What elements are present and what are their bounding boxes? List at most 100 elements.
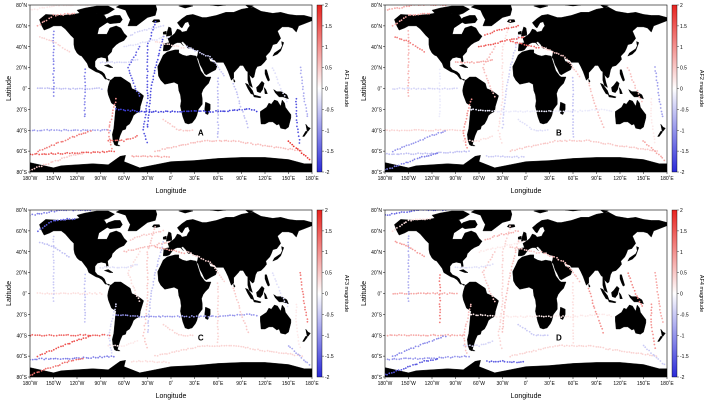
sample-point	[641, 305, 644, 307]
sample-point	[486, 77, 488, 80]
sample-point	[74, 334, 77, 337]
sample-point	[148, 110, 151, 113]
sample-point	[386, 152, 388, 155]
sample-point	[438, 277, 441, 279]
sample-point	[146, 245, 149, 248]
sample-point	[483, 63, 485, 66]
sample-point	[584, 315, 587, 318]
sample-point	[588, 84, 591, 87]
sample-point	[476, 61, 478, 64]
sample-point	[484, 60, 487, 63]
sample-point	[505, 27, 508, 29]
sample-point	[537, 46, 540, 49]
sample-point	[233, 85, 236, 88]
sample-point	[99, 129, 102, 132]
sample-point	[153, 72, 156, 74]
sample-point	[44, 352, 46, 355]
sample-point	[463, 126, 466, 128]
sample-point	[456, 87, 458, 90]
sample-point	[293, 354, 296, 357]
sample-point	[484, 343, 487, 345]
sample-point	[106, 150, 108, 153]
colorbar-tick-label: 1.5	[325, 229, 332, 235]
sample-point	[189, 334, 192, 336]
sample-point	[497, 155, 499, 158]
sample-point	[153, 69, 156, 72]
sample-point	[159, 25, 162, 28]
sample-point	[407, 84, 409, 87]
sample-point	[196, 255, 199, 258]
sample-point	[634, 84, 636, 87]
sample-point	[216, 111, 219, 114]
sample-point	[544, 334, 546, 337]
sample-point	[498, 122, 501, 125]
sample-point	[162, 323, 165, 326]
sample-point	[431, 134, 434, 136]
sample-point	[54, 153, 57, 156]
sample-point	[132, 59, 135, 62]
sample-point	[523, 123, 526, 125]
sample-point	[48, 87, 51, 90]
sample-point	[414, 153, 417, 155]
sample-point	[501, 88, 504, 91]
sample-point	[139, 360, 142, 363]
colorbar-tick-label: 2	[325, 3, 328, 9]
sample-point	[649, 354, 651, 357]
sample-point	[498, 110, 500, 113]
sample-point	[250, 109, 253, 111]
sample-point	[59, 358, 62, 360]
sample-point	[407, 244, 410, 246]
sample-point	[407, 297, 409, 300]
sample-point	[438, 321, 441, 324]
sample-point	[31, 153, 34, 156]
sample-point	[389, 214, 391, 216]
sample-point	[66, 151, 69, 154]
sample-point	[486, 315, 489, 317]
sample-point	[287, 353, 289, 355]
sample-point	[571, 104, 574, 107]
sample-point	[51, 5, 53, 8]
sample-point	[654, 70, 657, 72]
sample-point	[429, 334, 432, 337]
sample-point	[278, 289, 281, 292]
sample-point	[162, 360, 165, 363]
sample-point	[146, 92, 149, 95]
sample-point	[136, 340, 139, 342]
sample-point	[113, 61, 116, 64]
sample-point	[589, 88, 592, 90]
sample-point	[638, 300, 641, 303]
sample-point	[285, 352, 287, 354]
sample-point	[403, 357, 405, 360]
sample-point	[36, 292, 39, 294]
sample-point	[81, 152, 84, 155]
sample-point	[178, 350, 180, 353]
sample-point	[167, 241, 170, 243]
sample-point	[52, 348, 55, 351]
sample-point	[52, 278, 55, 280]
sample-point	[547, 48, 549, 51]
lon-tick-label: 90˚E	[591, 175, 602, 182]
sample-point	[502, 114, 505, 116]
sample-point	[211, 140, 214, 143]
sample-point	[111, 61, 113, 63]
sample-point	[136, 236, 139, 238]
sample-point	[52, 45, 55, 47]
sample-point	[656, 286, 659, 289]
sample-point	[146, 276, 149, 278]
sample-point	[155, 26, 158, 29]
sample-point	[509, 355, 512, 358]
sample-point	[182, 47, 185, 49]
sample-point	[57, 346, 60, 349]
sample-point	[143, 337, 146, 340]
sample-point	[130, 266, 132, 269]
sample-point	[581, 314, 584, 317]
sample-point	[500, 108, 503, 110]
sample-point	[146, 284, 149, 287]
sample-point	[304, 306, 306, 308]
sample-point	[628, 351, 631, 353]
sample-point	[448, 88, 451, 90]
sample-point	[580, 345, 583, 347]
sample-point	[417, 345, 420, 348]
sample-point	[438, 297, 441, 299]
sample-point	[436, 87, 439, 90]
